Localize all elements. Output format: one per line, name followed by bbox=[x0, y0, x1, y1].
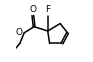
Text: O: O bbox=[29, 5, 36, 14]
Text: F: F bbox=[45, 5, 50, 14]
Text: O: O bbox=[15, 28, 22, 37]
